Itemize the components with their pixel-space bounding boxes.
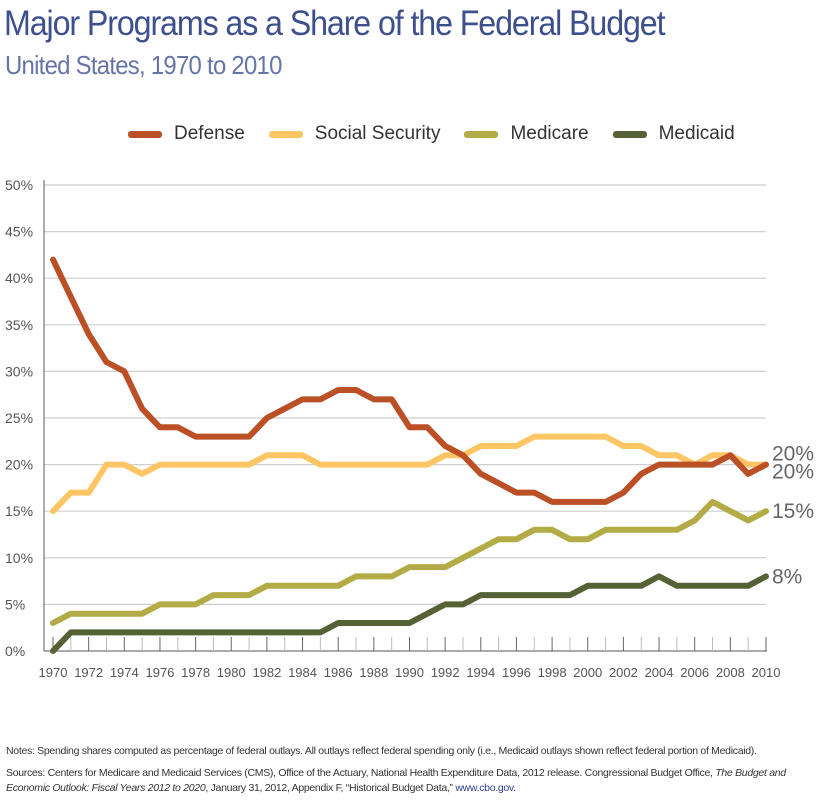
- sources-italic: The Budget and: [715, 767, 786, 779]
- legend: Defense Social Security Medicare Medicai…: [128, 123, 759, 145]
- x-tick-label: 1994: [466, 665, 495, 680]
- legend-swatch: [612, 130, 647, 138]
- series-line-defense: [50, 256, 769, 505]
- x-tick-label: 1976: [145, 665, 174, 680]
- legend-label: Social Security: [314, 123, 441, 144]
- y-tick-label: 45%: [5, 224, 33, 240]
- x-tick-label: 2002: [609, 665, 638, 680]
- series-line-medicare: [50, 498, 769, 626]
- x-tick-label: 1990: [395, 665, 424, 680]
- x-tick-label: 1986: [324, 665, 353, 680]
- x-tick-label: 1984: [288, 665, 317, 680]
- sources-italic: Economic Outlook: Fiscal Years 2012 to 2…: [6, 782, 206, 794]
- legend-label: Defense: [174, 123, 245, 144]
- legend-item-defense: Defense: [128, 123, 245, 145]
- end-value-label: 8%: [772, 565, 802, 588]
- y-tick-label: 50%: [5, 177, 33, 193]
- sources-text: , January 31, 2012, Appendix F, “Histori…: [205, 782, 453, 794]
- x-tick-label: 1992: [431, 665, 460, 680]
- sources-text: Sources: Centers for Medicare and Medica…: [6, 767, 713, 779]
- y-tick-label: 25%: [5, 410, 33, 426]
- end-value-label: 15%: [772, 500, 814, 523]
- y-tick-label: 35%: [5, 317, 33, 333]
- legend-label: Medicare: [510, 123, 589, 144]
- x-tick-label: 1972: [74, 665, 103, 680]
- series-line-social-security: [50, 433, 769, 515]
- x-tick-label: 2006: [680, 665, 709, 680]
- legend-item-medicare: Medicare: [464, 123, 589, 145]
- legend-item-medicaid: Medicaid: [612, 123, 735, 145]
- y-tick-label: 10%: [5, 550, 33, 566]
- x-tick-label: 1982: [252, 665, 281, 680]
- chart-title: Major Programs as a Share of the Federal…: [4, 4, 666, 43]
- y-tick-label: 20%: [5, 457, 33, 473]
- chart-subtitle: United States, 1970 to 2010: [5, 50, 282, 80]
- line-chart: 0% 5% 10% 15% 20% 25% 30% 35% 40% 45% 50% 1970 1972 1…: [5, 177, 814, 680]
- y-tick-label: 5%: [5, 596, 25, 612]
- x-tick-label: 1980: [217, 665, 246, 680]
- x-tick-label: 1970: [39, 665, 68, 680]
- legend-swatch: [268, 130, 303, 138]
- x-tick-label: 1974: [110, 665, 139, 680]
- series-line-medicaid: [50, 573, 769, 654]
- y-tick-label: 15%: [5, 503, 33, 519]
- legend-swatch: [128, 130, 162, 138]
- x-tick-label: 1988: [359, 665, 388, 680]
- legend-item-social-security: Social Security: [268, 123, 441, 145]
- end-value-label: 20%: [772, 443, 814, 466]
- end-value-label: 20%: [772, 461, 814, 484]
- y-tick-label: 40%: [5, 270, 33, 286]
- notes: Notes: Spending shares computed as perce…: [6, 745, 757, 757]
- y-tick-label: 0%: [5, 643, 25, 659]
- cbo-link[interactable]: www.cbo.gov.: [455, 782, 516, 794]
- y-tick-label: 30%: [5, 363, 33, 379]
- x-tick-label: 1996: [502, 665, 531, 680]
- x-tick-label: 1998: [538, 665, 567, 680]
- legend-swatch: [464, 130, 499, 138]
- x-tick-label: 2000: [573, 665, 602, 680]
- x-tick-label: 2004: [645, 665, 674, 680]
- x-tick-label: 2008: [716, 665, 745, 680]
- x-tick-label: 1978: [181, 665, 210, 680]
- sources-line-2: Economic Outlook: Fiscal Years 2012 to 2…: [6, 782, 516, 794]
- sources-line-1: Sources: Centers for Medicare and Medica…: [6, 767, 786, 779]
- legend-label: Medicaid: [658, 123, 735, 144]
- x-tick-label: 2010: [752, 665, 781, 680]
